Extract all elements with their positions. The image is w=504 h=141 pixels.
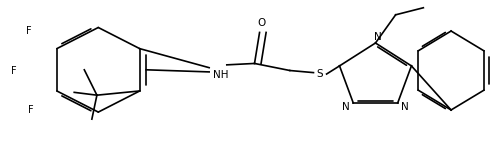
Text: N: N: [401, 102, 409, 112]
Text: NH: NH: [213, 70, 229, 80]
Text: S: S: [317, 69, 324, 79]
Text: N: N: [342, 102, 350, 112]
Text: F: F: [11, 66, 17, 75]
Text: F: F: [28, 105, 34, 115]
Text: F: F: [26, 26, 32, 36]
Text: N: N: [374, 32, 382, 42]
Text: O: O: [257, 18, 265, 27]
